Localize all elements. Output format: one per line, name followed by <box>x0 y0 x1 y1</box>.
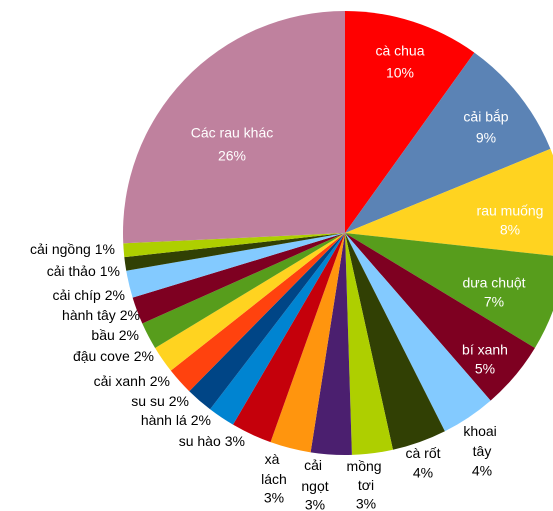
slice-value: 7% <box>484 294 504 310</box>
slice-value: 2% <box>150 373 170 389</box>
slice-name: cải xanh <box>94 373 146 389</box>
slice-label: cải thảo 1% <box>47 263 120 279</box>
slice-label: mồng tơi <box>347 458 386 493</box>
slice-label: dưa chuột <box>462 275 525 291</box>
slice-value: 3% <box>305 497 325 511</box>
slice-name: cải thảo <box>47 263 96 279</box>
slice-label: su hào 3% <box>179 433 245 449</box>
slice-name: hành tây <box>62 307 116 323</box>
slice-value: 4% <box>472 463 492 479</box>
slice-value: 1% <box>95 241 115 257</box>
slice-label: cải xanh 2% <box>94 373 170 389</box>
slice-value: 4% <box>413 465 433 481</box>
slice-value: 8% <box>500 222 520 238</box>
slice-value: 5% <box>475 361 495 377</box>
slice-label: cải ngồng 1% <box>30 241 115 257</box>
slice-value: 2% <box>119 327 139 343</box>
slice-value: 2% <box>105 287 125 303</box>
pie-slice <box>345 233 393 455</box>
pie-slice <box>345 233 445 450</box>
slice-value: 26% <box>218 148 246 164</box>
pie-slice <box>189 233 345 410</box>
slice-name: bầu <box>91 327 114 343</box>
pie-slice <box>345 11 475 233</box>
slice-label: xà lách <box>261 451 287 487</box>
pie-slice <box>123 233 345 258</box>
slice-value: 2% <box>169 393 189 409</box>
slice-value: 2% <box>120 307 140 323</box>
pie-slice <box>142 233 345 348</box>
slice-label: rau muống <box>477 203 544 219</box>
slice-label: su su 2% <box>131 393 189 409</box>
pie-slice <box>210 233 345 425</box>
slice-label: Các rau khác <box>191 125 273 141</box>
slice-label: cà rốt <box>405 445 440 461</box>
slice-name: cải ngồng <box>30 241 91 257</box>
slice-value: 3% <box>356 496 376 511</box>
slice-label: bí xanh <box>462 342 508 358</box>
slice-name: đậu cove <box>73 348 130 364</box>
slice-label: đậu cove 2% <box>73 348 154 364</box>
slice-label: bầu 2% <box>91 327 139 343</box>
pie-slice <box>345 148 553 256</box>
slice-value: 3% <box>225 433 245 449</box>
slice-name: cải chíp <box>53 287 101 303</box>
pie-slice <box>345 52 551 234</box>
slice-label: hành lá 2% <box>141 412 211 428</box>
pie-slice <box>345 233 535 401</box>
pie-slice <box>123 11 345 244</box>
pie-slice <box>126 233 345 298</box>
pie-slice <box>155 233 345 371</box>
pie-slice <box>345 233 553 348</box>
pie-slice <box>345 233 491 432</box>
slice-label: khoai tây <box>463 423 500 459</box>
slice-label: cải bắp <box>463 109 508 125</box>
slice-label: hành tây 2% <box>62 307 140 323</box>
pie-slice <box>270 233 345 453</box>
slice-label: cà chua <box>375 43 424 59</box>
slice-name: su su <box>131 393 164 409</box>
pie-slice <box>233 233 345 443</box>
slice-value: 10% <box>386 65 414 81</box>
slice-value: 2% <box>134 348 154 364</box>
slice-name: hành lá <box>141 412 187 428</box>
slice-label: cải ngọt <box>301 457 328 494</box>
slice-value: 2% <box>191 412 211 428</box>
pie-slice <box>132 233 345 324</box>
slice-name: su hào <box>179 433 221 449</box>
pie-slice <box>310 233 352 455</box>
slice-value: 3% <box>264 490 284 506</box>
slice-value: 1% <box>100 263 120 279</box>
slice-value: 9% <box>476 130 496 146</box>
slice-label: cải chíp 2% <box>53 287 125 303</box>
pie-slice <box>124 233 346 271</box>
pie-slice <box>170 233 345 392</box>
